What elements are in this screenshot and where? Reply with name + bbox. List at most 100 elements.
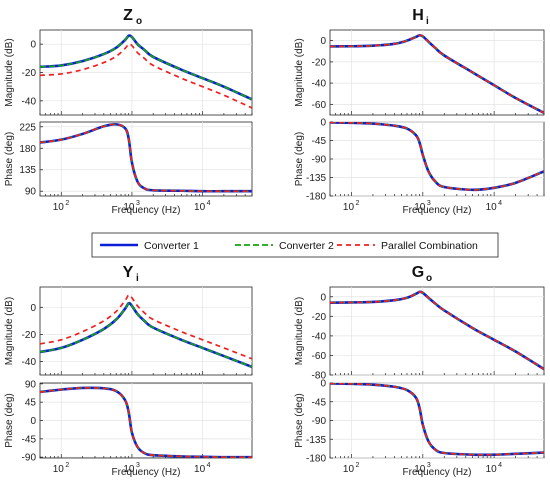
panel-title-subscript: i [426, 16, 429, 27]
y-tick-label: -40 [312, 331, 327, 342]
series-line-parallel-combination [330, 34, 544, 114]
x-tick-label: 10 [343, 464, 355, 475]
plot-area [39, 286, 253, 376]
plot-area [329, 29, 545, 116]
y-tick-label: 0 [320, 118, 326, 129]
y-axis-label: Magnitude (dB) [4, 38, 15, 106]
x-tick-exponent: 4 [498, 200, 502, 207]
y-tick-label: -90 [22, 453, 37, 464]
y-axis-label: Phase (deg) [294, 132, 305, 186]
y-tick-label: 0 [320, 36, 326, 47]
y-axis-label: Magnitude (dB) [4, 297, 15, 365]
x-tick-label: 10 [194, 202, 206, 213]
y-tick-label: -90 [312, 416, 327, 427]
y-axis-label: Phase (deg) [4, 393, 15, 447]
y-tick-label: -20 [22, 330, 37, 341]
y-tick-label: 0 [30, 40, 36, 51]
x-axis-label: Frequency (Hz) [403, 467, 472, 478]
y-tick-label: 0 [320, 379, 326, 390]
panel-2-magnitude-axes: 0 -20 -40 Magnitude (dB) [4, 286, 253, 376]
y-axis-label: Phase (deg) [294, 393, 305, 447]
series-line-parallel-combination [330, 122, 544, 191]
series-line-parallel-combination [40, 386, 252, 458]
legend-label: Converter 1 [144, 240, 199, 252]
x-tick-label: 10 [53, 202, 65, 213]
panel-title-subscript: o [136, 16, 142, 27]
panel-title: Y [123, 264, 134, 281]
x-tick-exponent: 2 [65, 462, 69, 469]
y-tick-label: 90 [25, 187, 37, 198]
series-line-converter-2 [40, 34, 252, 101]
x-tick-label: 10 [486, 202, 498, 213]
x-tick-label: 10 [123, 464, 135, 475]
x-tick-label: 10 [414, 202, 426, 213]
y-tick-label: -135 [306, 435, 326, 446]
y-tick-label: -45 [312, 136, 327, 147]
panel-title-subscript: o [426, 273, 432, 284]
y-tick-label: -40 [22, 96, 37, 107]
x-tick-label: 10 [343, 202, 355, 213]
x-axis-label: Frequency (Hz) [403, 205, 472, 216]
y-tick-label: 0 [30, 303, 36, 314]
plot-area [39, 121, 253, 197]
y-tick-label: 90 [25, 379, 37, 390]
x-tick-exponent: 2 [356, 462, 360, 469]
x-tick-label: 10 [414, 464, 426, 475]
y-tick-label: -20 [312, 57, 327, 68]
panel-title: Z [123, 7, 133, 24]
series-line-parallel-combination [40, 294, 252, 360]
legend-box [91, 232, 499, 258]
y-tick-label: -20 [312, 312, 327, 323]
y-tick-label: 0 [320, 292, 326, 303]
series-line-parallel-combination [330, 290, 544, 370]
x-axis-label: Frequency (Hz) [112, 205, 181, 216]
y-tick-label: -20 [22, 68, 37, 79]
x-tick-label: 10 [123, 202, 135, 213]
series-line-converter-2 [40, 123, 252, 193]
x-tick-exponent: 3 [427, 462, 431, 469]
y-axis-label: Magnitude (dB) [294, 38, 305, 106]
y-tick-label: 135 [19, 165, 36, 176]
y-tick-label: -90 [312, 155, 327, 166]
y-tick-label: 0 [30, 416, 36, 427]
y-axis-label: Phase (deg) [4, 132, 15, 186]
x-tick-exponent: 4 [207, 200, 211, 207]
y-tick-label: -45 [312, 397, 327, 408]
y-tick-label: -135 [306, 173, 326, 184]
plot-area [329, 286, 545, 376]
legend-label: Parallel Combination [381, 240, 478, 252]
x-tick-exponent: 3 [136, 200, 140, 207]
y-tick-label: 225 [19, 122, 36, 133]
y-tick-label: -60 [312, 351, 327, 362]
series-line-parallel-combination [40, 43, 252, 109]
x-tick-exponent: 2 [356, 200, 360, 207]
y-tick-label: -180 [306, 454, 326, 465]
panel-title: H [412, 7, 424, 24]
y-tick-label: -80 [312, 371, 327, 382]
x-tick-exponent: 3 [427, 200, 431, 207]
panel-1-magnitude-axes: 0 -20 -40 -60 Magnitude (dB) [294, 29, 545, 116]
x-tick-label: 10 [53, 464, 65, 475]
x-tick-exponent: 3 [136, 462, 140, 469]
panel-title-subscript: i [136, 273, 139, 284]
x-tick-label: 10 [486, 464, 498, 475]
y-tick-label: -45 [22, 434, 37, 445]
y-tick-label: -40 [22, 357, 37, 368]
x-tick-exponent: 4 [207, 462, 211, 469]
y-axis-label: Magnitude (dB) [294, 297, 305, 365]
x-tick-exponent: 2 [65, 200, 69, 207]
legend-label: Converter 2 [279, 240, 334, 252]
panel-3-magnitude-axes: 0 -20 -40 -60 -80 Magnitude (dB) [294, 286, 545, 382]
x-tick-exponent: 4 [498, 462, 502, 469]
y-tick-label: -40 [312, 79, 327, 90]
y-tick-label: 180 [19, 144, 36, 155]
x-tick-label: 10 [194, 464, 206, 475]
series-line-parallel-combination [330, 383, 544, 456]
y-tick-label: -60 [312, 100, 327, 111]
y-tick-label: 45 [25, 398, 37, 409]
legend: Converter 1 Converter 2 Parallel Combinati… [91, 232, 499, 258]
